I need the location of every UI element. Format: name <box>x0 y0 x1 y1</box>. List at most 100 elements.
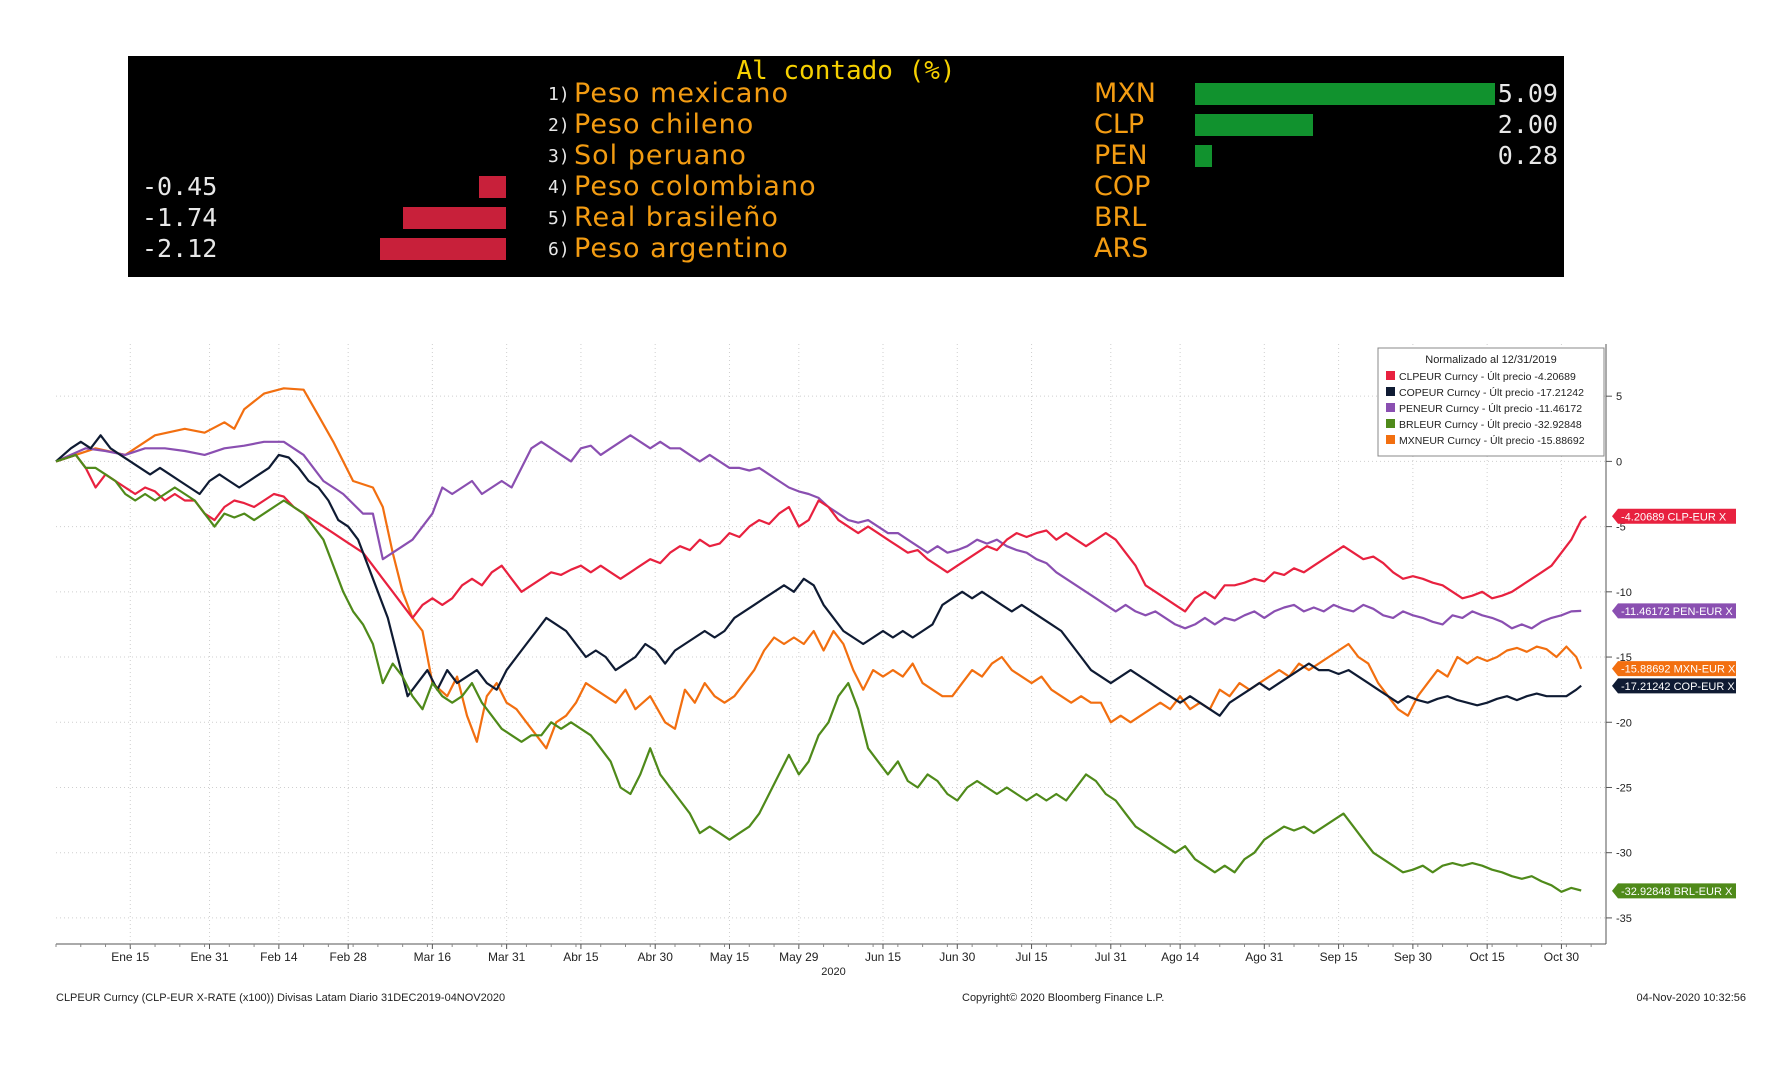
x-tick-label: Ago 14 <box>1161 950 1199 964</box>
series-line <box>55 434 1582 717</box>
panel-row: 2) Peso chileno CLP 2.00 <box>128 109 1564 140</box>
y-tick-label: -10 <box>1616 587 1632 599</box>
series-line <box>55 453 1582 893</box>
y-tick-label: -15 <box>1616 652 1632 664</box>
x-tick-label: Jul 15 <box>1016 950 1048 964</box>
footer-timestamp: 04-Nov-2020 10:32:56 <box>1636 992 1746 1004</box>
x-tick-label: Jun 30 <box>939 950 975 964</box>
currency-ranking-panel: Al contado (%) 1) Peso mexicano MXN 5.09 2) P… <box>128 56 1564 277</box>
legend-entry: COPEUR Curncy - Últ precio -17.21242 <box>1399 386 1584 399</box>
legend-swatch <box>1386 371 1395 380</box>
negative-bar <box>380 238 506 260</box>
negative-bar <box>479 176 506 198</box>
legend-swatch <box>1386 435 1395 444</box>
row-currency-name: Sol peruano <box>574 140 747 171</box>
y-tick-label: -30 <box>1616 848 1632 860</box>
row-value: -2.12 <box>142 234 218 263</box>
y-tick-label: 5 <box>1616 391 1622 403</box>
x-year-label: 2020 <box>821 966 845 978</box>
end-value-tag: -32.92848 BRL-EUR X <box>1612 883 1736 899</box>
end-value-tag: -4.20689 CLP-EUR X <box>1612 508 1736 524</box>
panel-row: 5) Real brasileño BRL -1.74 <box>128 202 1564 233</box>
row-currency-name: Peso colombiano <box>574 171 817 202</box>
row-currency-name: Peso argentino <box>574 233 789 264</box>
end-tag-background <box>1612 883 1736 899</box>
end-tag-label: -15.88692 MXN-EUR X <box>1621 664 1736 676</box>
end-tag-background <box>1612 661 1736 677</box>
x-tick-label: Ene 31 <box>190 950 228 964</box>
x-tick-label: May 15 <box>710 950 750 964</box>
plot-area: 5 0 -5 -10 -15 -20 -25 -30 -35 Ene 15 Ene 31 Feb 14… <box>55 344 1736 978</box>
series-line <box>55 453 1587 619</box>
row-value: -0.45 <box>142 172 218 201</box>
legend-swatch <box>1386 419 1395 428</box>
row-currency-code: MXN <box>1094 78 1156 109</box>
row-rank: 6) <box>548 239 570 260</box>
x-tick-label: Abr 15 <box>563 950 599 964</box>
row-currency-code: ARS <box>1094 233 1149 264</box>
x-tick-label: Ago 31 <box>1245 950 1283 964</box>
x-tick-label: May 29 <box>779 950 819 964</box>
row-value: -1.74 <box>142 203 218 232</box>
legend-entry: CLPEUR Curncy - Últ precio -4.20689 <box>1399 370 1576 383</box>
x-tick-label: Jul 31 <box>1095 950 1127 964</box>
row-currency-name: Real brasileño <box>574 202 779 233</box>
row-rank: 4) <box>548 177 570 198</box>
x-tick-label: Mar 16 <box>414 950 452 964</box>
legend-swatch <box>1386 387 1395 396</box>
row-currency-name: Peso mexicano <box>574 78 790 109</box>
row-value: 0.28 <box>1497 141 1558 170</box>
series-line <box>55 387 1583 750</box>
x-tick-label: Sep 15 <box>1320 950 1358 964</box>
panel-row: 4) Peso colombiano COP -0.45 <box>128 171 1564 202</box>
footer-left: CLPEUR Curncy (CLP-EUR X-RATE (x100)) Di… <box>56 992 506 1004</box>
y-tick-label: 0 <box>1616 456 1622 468</box>
x-tick-label: Feb 14 <box>260 950 298 964</box>
end-tag-label: -11.46172 PEN-EUR X <box>1621 606 1733 618</box>
end-tag-background <box>1612 508 1736 524</box>
x-tick-label: Abr 30 <box>638 950 674 964</box>
row-value: 5.09 <box>1497 79 1558 108</box>
row-rank: 3) <box>548 146 570 167</box>
legend-entry: PENEUR Curncy - Últ precio -11.46172 <box>1399 402 1582 415</box>
x-tick-label: Oct 30 <box>1544 950 1580 964</box>
row-rank: 2) <box>548 115 570 136</box>
row-rank: 1) <box>548 84 570 105</box>
row-currency-code: CLP <box>1094 109 1145 140</box>
end-tag-label: -32.92848 BRL-EUR X <box>1621 886 1733 898</box>
row-currency-code: COP <box>1094 171 1151 202</box>
legend-frame <box>1377 347 1605 457</box>
end-tag-label: -17.21242 COP-EUR X <box>1621 681 1735 693</box>
positive-bar <box>1195 145 1212 167</box>
end-value-tag: -11.46172 PEN-EUR X <box>1612 603 1736 619</box>
x-tick-label: Jun 15 <box>865 950 901 964</box>
legend-swatch <box>1386 403 1395 412</box>
x-tick-label: Ene 15 <box>111 950 149 964</box>
x-tick-label: Feb 28 <box>329 950 367 964</box>
legend-title: Normalizado al 12/31/2019 <box>1425 354 1556 366</box>
panel-row: 6) Peso argentino ARS -2.12 <box>128 233 1564 264</box>
row-value: 2.00 <box>1497 110 1558 139</box>
y-tick-label: -25 <box>1616 782 1632 794</box>
x-tick-label: Oct 15 <box>1469 950 1505 964</box>
row-currency-code: BRL <box>1094 202 1147 233</box>
row-currency-name: Peso chileno <box>574 109 755 140</box>
panel-row: 1) Peso mexicano MXN 5.09 <box>128 78 1564 109</box>
panel-title: Al contado (%) <box>736 56 956 86</box>
end-tag-label: -4.20689 CLP-EUR X <box>1621 511 1727 523</box>
row-rank: 5) <box>548 208 570 229</box>
x-tick-label: Sep 30 <box>1394 950 1432 964</box>
negative-bar <box>402 207 506 229</box>
row-currency-code: PEN <box>1094 140 1148 171</box>
legend-entry: MXNEUR Curncy - Últ precio -15.88692 <box>1399 434 1585 447</box>
x-tick-label: Mar 31 <box>488 950 526 964</box>
legend: Normalizado al 12/31/2019 CLPEUR Curncy -… <box>1377 347 1605 457</box>
currency-line-chart: 5 0 -5 -10 -15 -20 -25 -30 -35 Ene 15 Ene 31 Feb 14… <box>55 344 1736 978</box>
y-tick-label: -20 <box>1616 717 1632 729</box>
end-tag-background <box>1612 678 1736 694</box>
end-value-tag: -17.21242 COP-EUR X <box>1612 678 1736 694</box>
positive-bar <box>1195 83 1495 105</box>
legend-entry: BRLEUR Curncy - Últ precio -32.92848 <box>1399 418 1582 431</box>
end-tag-background <box>1612 603 1736 619</box>
positive-bar <box>1195 114 1313 136</box>
